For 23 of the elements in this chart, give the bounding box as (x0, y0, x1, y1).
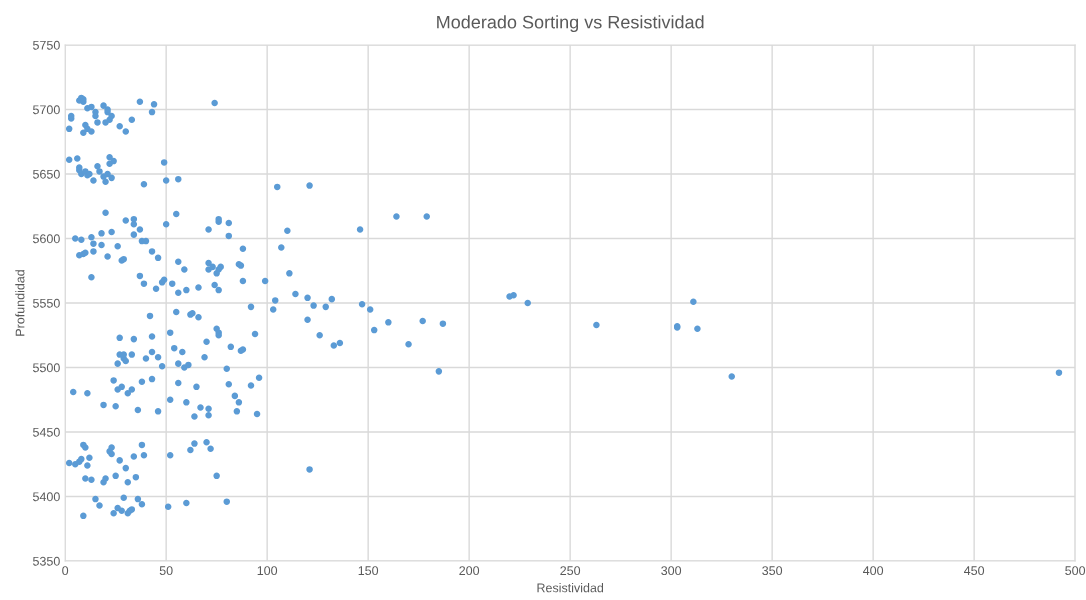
y-tick-label: 5400 (32, 492, 60, 502)
x-tick-label: 200 (459, 566, 480, 576)
x-tick-label: 400 (863, 566, 884, 576)
x-tick-label: 0 (62, 566, 69, 576)
x-axis-title: Resistividad (537, 583, 604, 593)
x-tick-label: 250 (560, 566, 581, 576)
x-tick-label: 450 (964, 566, 985, 576)
x-tick-label: 300 (661, 566, 682, 576)
chart-title: Moderado Sorting vs Resistividad (437, 15, 704, 33)
y-tick-label: 5500 (32, 363, 60, 373)
y-tick-label: 5350 (32, 556, 60, 566)
x-tick-label: 50 (159, 566, 173, 576)
y-tick-label: 5450 (32, 427, 60, 437)
y-axis-title: Profundidad (15, 270, 25, 336)
y-tick-label: 5700 (32, 105, 60, 115)
y-tick-label: 5600 (32, 234, 60, 244)
x-tick-label: 100 (257, 566, 278, 576)
x-tick-label: 150 (358, 566, 379, 576)
y-tick-label: 5650 (32, 169, 60, 179)
y-tick-label: 5750 (32, 40, 60, 50)
x-tick-label: 500 (1065, 566, 1086, 576)
x-tick-label: 350 (762, 566, 783, 576)
y-tick-label: 5550 (32, 298, 60, 308)
